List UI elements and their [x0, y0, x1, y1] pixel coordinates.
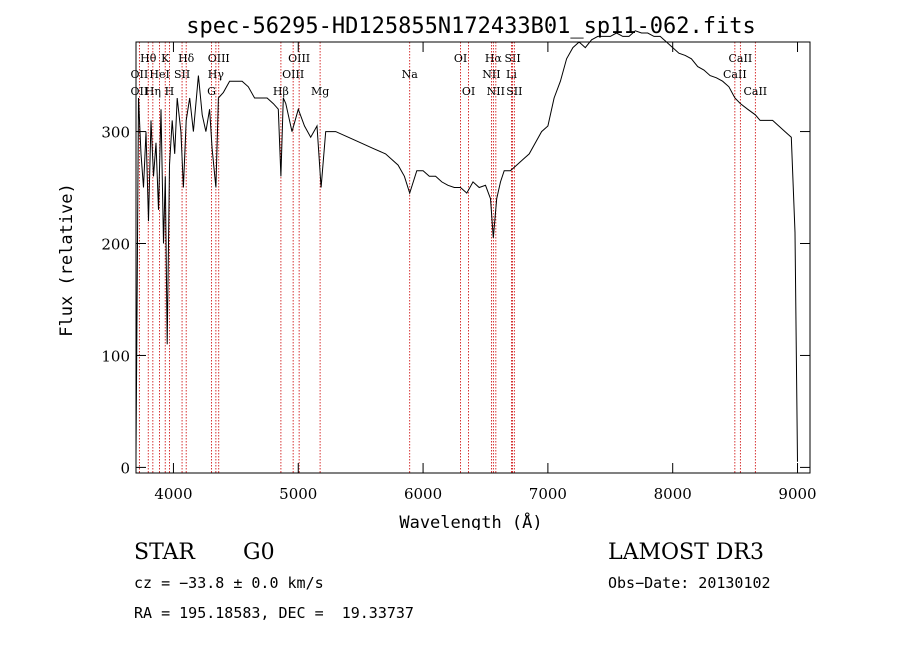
survey-name: LAMOST DR3 — [608, 540, 764, 565]
axis-ticks: 4000 5000 6000 7000 8000 9000 0 100 200 300 — [101, 42, 817, 503]
x-tick-label: 4000 — [154, 485, 192, 503]
spectral-line-label: Hδ — [178, 52, 195, 65]
x-axis-label: Wavelength (Å) — [399, 511, 542, 530]
spectral-line-label: Hβ — [273, 85, 289, 98]
spectral-line-label: OII — [131, 68, 149, 81]
spectral-line-label: Li — [506, 68, 517, 81]
redshift-velocity: cz = −33.8 ± 0.0 km/s — [134, 574, 324, 592]
spectral-line-label: OIII — [208, 52, 230, 65]
spectral-line-label: K — [161, 52, 170, 65]
spectral-line-label: OIII — [288, 52, 310, 65]
object-subclass: G0 — [243, 540, 275, 565]
spectral-line-label: OI — [462, 85, 475, 98]
x-tick-label: 5000 — [279, 485, 317, 503]
y-tick-label: 0 — [120, 459, 130, 477]
spectral-line-label: SII — [504, 52, 520, 65]
spectral-line-markers: OII OII Hθ HeI Hη K SII H Hδ OIII Hγ G OIII OIII Hβ Mg N… — [131, 42, 767, 473]
spectral-line-label: Hγ — [208, 68, 225, 81]
spectral-line-label: NII — [487, 85, 505, 98]
plot-frame — [135, 41, 811, 474]
spectral-line-label: Hα — [485, 52, 503, 65]
y-tick-label: 100 — [101, 347, 130, 365]
x-tick-label: 9000 — [778, 485, 816, 503]
y-axis-label: Flux (relative) — [57, 183, 77, 337]
spectral-line-label: G — [207, 85, 216, 98]
chart-title: spec-56295-HD125855N172433B01_sp11-062.f… — [186, 14, 756, 39]
spectral-line-label: SII — [174, 68, 190, 81]
spectral-line-label: Na — [402, 68, 419, 81]
spectral-line-label: HeI — [149, 68, 169, 81]
spectral-line-label: H — [165, 85, 175, 98]
spectral-line-label: OI — [454, 52, 467, 65]
spectral-line-label: SII — [506, 85, 522, 98]
spectrum-chart: spec-56295-HD125855N172433B01_sp11-062.f… — [57, 14, 817, 530]
spectral-line-label: CaII — [729, 52, 753, 65]
x-tick-label: 7000 — [529, 485, 567, 503]
spectral-line-label: CaII — [743, 85, 767, 98]
spectral-line-label: OII — [131, 85, 149, 98]
spectral-line-label: NII — [482, 68, 500, 81]
spectral-line-label: Hη — [145, 85, 161, 98]
spectral-line-label: CaII — [723, 68, 747, 81]
y-tick-label: 200 — [101, 236, 130, 254]
sky-coordinates: RA = 195.18583, DEC = 19.33737 — [134, 604, 414, 622]
observation-date: Obs−Date: 20130102 — [608, 574, 771, 592]
x-tick-label: 6000 — [404, 485, 442, 503]
object-class: STAR — [134, 540, 195, 565]
spectrum-series-line — [135, 30, 798, 462]
x-tick-label: 8000 — [654, 485, 692, 503]
spectral-line-label: OIII — [282, 68, 304, 81]
y-tick-label: 300 — [101, 124, 130, 142]
spectral-line-label: Mg — [311, 85, 329, 98]
spectral-line-label: Hθ — [140, 52, 157, 65]
